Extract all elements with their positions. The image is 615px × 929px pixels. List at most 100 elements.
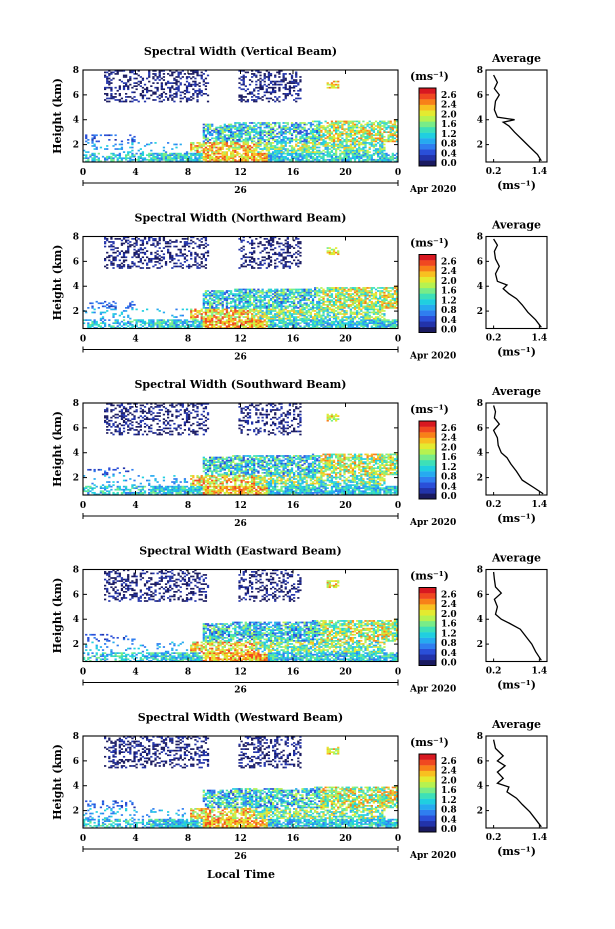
heatmap-cell: [209, 310, 212, 312]
heatmap-cell: [242, 288, 245, 291]
heatmap-cell: [282, 155, 285, 158]
heatmap-cell: [127, 86, 130, 89]
heatmap-cell: [311, 323, 315, 326]
heatmap-cell: [202, 307, 205, 309]
heatmap-cell: [282, 294, 285, 297]
heatmap-cell: [175, 155, 178, 158]
heatmap-cell: [305, 316, 308, 318]
heatmap-cell: [154, 93, 157, 95]
heatmap-cell: [311, 322, 315, 325]
heatmap-cell: [259, 148, 262, 150]
heatmap-cell: [244, 326, 247, 329]
heatmap-cell: [122, 74, 126, 77]
heatmap-cell: [267, 154, 271, 157]
heatmap-cell: [137, 261, 140, 263]
heatmap-cell: [240, 97, 243, 100]
heatmap-cell: [188, 97, 191, 100]
heatmap-cell: [303, 151, 306, 153]
heatmap-cell: [305, 145, 308, 147]
heatmap-cell: [116, 265, 119, 268]
heatmap-cell: [318, 311, 321, 314]
heatmap-cell: [328, 123, 331, 126]
heatmap-cell: [156, 319, 159, 321]
heatmap-cell: [217, 132, 220, 135]
heatmap-cell: [295, 326, 298, 329]
heatmap-cell: [179, 251, 182, 254]
heatmap-cell: [219, 134, 222, 137]
heatmap-cell: [387, 122, 390, 124]
heatmap-cell: [259, 132, 262, 135]
heatmap-cell: [196, 154, 199, 157]
heatmap-cell: [372, 152, 376, 155]
heatmap-cell: [286, 254, 289, 257]
heatmap-cell: [232, 319, 235, 321]
heatmap-cell: [192, 143, 195, 146]
y-tick-label: 6: [73, 91, 79, 101]
heatmap-cell: [377, 151, 380, 153]
heatmap-cell: [240, 160, 243, 163]
heatmap-cell: [244, 320, 247, 323]
heatmap-cell: [383, 122, 386, 124]
heatmap-cell: [253, 74, 256, 77]
heatmap-cell: [108, 80, 111, 83]
heatmap-cell: [125, 93, 128, 95]
heatmap-cell: [185, 242, 189, 245]
heatmap-cell: [303, 302, 306, 305]
heatmap-cell: [337, 132, 340, 135]
heatmap-cell: [146, 262, 149, 265]
heatmap-cell: [278, 242, 281, 245]
heatmap-cell: [150, 158, 153, 161]
heatmap-cell: [326, 131, 329, 134]
heatmap-cell: [335, 128, 338, 130]
heatmap-cell: [240, 135, 243, 138]
heatmap-cell: [127, 245, 130, 248]
heatmap-cell: [141, 94, 145, 97]
heatmap-cell: [198, 325, 201, 328]
heatmap-cell: [177, 86, 180, 89]
heatmap-cell: [274, 82, 277, 84]
heatmap-cell: [303, 137, 306, 140]
heatmap-cell: [307, 148, 310, 150]
heatmap-cell: [293, 259, 296, 262]
heatmap-cell: [148, 267, 151, 269]
heatmap-cell: [169, 257, 172, 260]
heatmap-cell: [219, 310, 222, 312]
heatmap-cell: [248, 323, 252, 326]
heatmap-cell: [259, 145, 262, 147]
heatmap-cell: [240, 299, 243, 302]
heatmap-cell: [337, 140, 340, 143]
heatmap-cell: [288, 142, 292, 144]
heatmap-cell: [221, 152, 224, 155]
heatmap-cell: [198, 155, 201, 158]
heatmap-cell: [125, 322, 128, 325]
heatmap-cell: [171, 160, 174, 163]
heatmap-cell: [236, 142, 239, 144]
heatmap-cell: [265, 157, 268, 160]
heatmap-cell: [236, 151, 239, 153]
heatmap-cell: [293, 128, 296, 130]
heatmap-cell: [91, 145, 94, 147]
heatmap-cell: [395, 152, 399, 155]
heatmap-cell: [127, 322, 130, 325]
heatmap-cell: [131, 238, 134, 240]
heatmap-cell: [242, 99, 245, 101]
heatmap-cell: [104, 134, 107, 137]
heatmap-cell: [97, 325, 100, 328]
heatmap-cell: [152, 99, 155, 101]
heatmap-cell: [179, 326, 182, 329]
heatmap-cell: [171, 73, 174, 75]
heatmap-cell: [137, 160, 140, 163]
heatmap-cell: [324, 320, 327, 323]
heatmap-cell: [99, 146, 103, 149]
heatmap-cell: [379, 158, 382, 161]
heatmap-cell: [204, 148, 208, 150]
heatmap-cell: [215, 300, 218, 303]
heatmap-cell: [261, 99, 264, 101]
heatmap-cell: [297, 326, 300, 329]
heatmap-cell: [177, 265, 180, 268]
heatmap-cell: [299, 242, 302, 245]
heatmap-cell: [297, 323, 300, 326]
heatmap-cell: [330, 145, 334, 147]
heatmap-cell: [257, 146, 260, 149]
